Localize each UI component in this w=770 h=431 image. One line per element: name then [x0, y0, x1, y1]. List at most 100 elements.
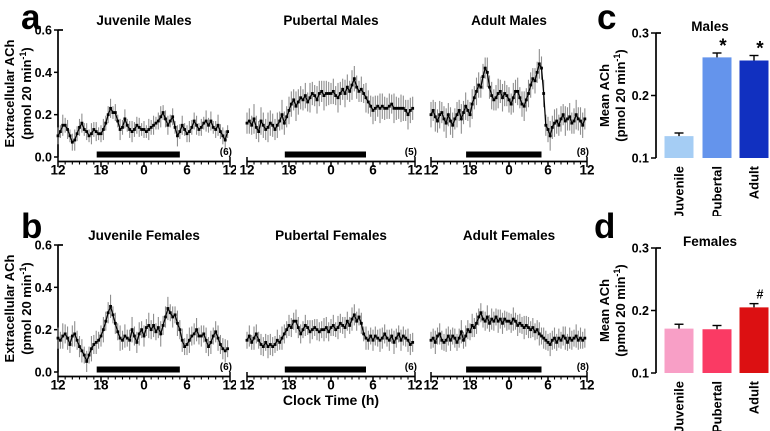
- bar-label-pubertal: Pubertal: [710, 166, 725, 216]
- x-tick-label: 18: [93, 163, 109, 178]
- x-tick-label: 12: [424, 378, 439, 393]
- bar-pubertal: [702, 329, 732, 373]
- bar-label-juvenile: Juvenile: [672, 381, 687, 431]
- bar-label-juvenile: Juvenile: [672, 166, 687, 216]
- x-tick-label: 12: [50, 163, 65, 178]
- data-markers: [56, 304, 230, 363]
- y-tick-label: 0.3: [632, 242, 649, 256]
- x-tick-label: 6: [183, 378, 191, 393]
- y-axis-label-line2: (pmol 20 min-1): [612, 264, 628, 357]
- x-tick-label: 0: [505, 378, 513, 393]
- x-tick-label: 18: [281, 163, 297, 178]
- y-axis-label-line2: (pmol 20 min-1): [18, 262, 34, 355]
- y-tick-label: 0.2: [632, 89, 649, 103]
- y-tick-label: 0.2: [35, 323, 52, 337]
- bar-label-adult: Adult: [747, 165, 762, 199]
- y-tick-label: 0.1: [632, 367, 649, 381]
- y-tick-label: 0.6: [35, 24, 52, 38]
- x-tick-label: 0: [327, 378, 335, 393]
- line-chart-pubertal_females: Pubertal Females 12 18 0 6 12 (6) Clock Time (h…: [240, 228, 422, 408]
- bar-chart-females_mean: Females 0.1 0.2 0.3 Mean ACh (pmol 20 min-1) J…: [597, 234, 769, 431]
- dark-phase-bar: [284, 151, 366, 158]
- bar-label-pubertal: Pubertal: [710, 381, 725, 431]
- y-tick-label: 0.0: [35, 366, 52, 380]
- y-axis-label-line1: Mean ACh: [597, 64, 612, 127]
- x-tick-label: 18: [462, 163, 478, 178]
- n-label: (5): [405, 147, 417, 158]
- x-tick-label: 12: [407, 378, 422, 393]
- bar-adult: [739, 60, 769, 158]
- panel-letter-a: a: [21, 0, 41, 37]
- x-tick-label: 0: [140, 163, 148, 178]
- x-axis-title: Clock Time (h): [283, 392, 379, 408]
- bar-pubertal: [702, 57, 732, 158]
- line-chart-juvenile_females: Juvenile Females 0.0 0.2 0.4 0.6 Extracellula…: [2, 228, 236, 393]
- y-tick-label: 0.2: [632, 304, 649, 318]
- error-bars: [430, 303, 586, 357]
- y-axis-label-line2: (pmol 20 min-1): [612, 49, 628, 142]
- dark-phase-bar: [96, 151, 180, 158]
- line-chart-pubertal_males: Pubertal Males 12 18 0 6 12 (5): [240, 13, 422, 178]
- data-markers: [429, 311, 587, 346]
- chart-pubertal-females: Pubertal Females 12 18 0 6 12 (6) Clock Time (h…: [240, 215, 422, 431]
- y-axis-label-line1: Extracellular ACh: [2, 255, 17, 363]
- x-tick-label: 18: [281, 378, 297, 393]
- panel-letter-d: d: [594, 207, 616, 246]
- chart-title: Males: [691, 19, 729, 34]
- x-tick-label: 12: [240, 378, 255, 393]
- x-tick-label: 6: [544, 163, 552, 178]
- chart-title: Pubertal Females: [275, 228, 387, 243]
- y-tick-label: 0.4: [35, 281, 52, 295]
- chart-title: Pubertal Males: [283, 13, 378, 28]
- x-tick-label: 18: [93, 378, 109, 393]
- n-label: (8): [577, 362, 589, 373]
- line-chart-adult_males: Adult Males 12 18 0 6 12 (8): [424, 13, 594, 178]
- chart-males-mean: Males 0.1 0.2 0.3 Mean ACh (pmol 20 min-1) Juv…: [592, 0, 770, 216]
- panel-letter-c: c: [597, 0, 617, 37]
- y-tick-label: 0.1: [632, 152, 649, 166]
- bar-chart-males_mean: Males 0.1 0.2 0.3 Mean ACh (pmol 20 min-1) Juv…: [597, 19, 769, 216]
- chart-females-mean: Females 0.1 0.2 0.3 Mean ACh (pmol 20 min-1) J…: [592, 215, 770, 431]
- chart-juvenile-females: Juvenile Females 0.0 0.2 0.4 0.6 Extracellula…: [0, 215, 236, 431]
- x-tick-label: 0: [140, 378, 148, 393]
- chart-juvenile-males: Juvenile Males 0.0 0.2 0.4 0.6 Extracellular …: [0, 0, 236, 214]
- x-tick-label: 12: [579, 378, 594, 393]
- chart-title: Adult Females: [463, 228, 555, 243]
- y-tick-label: 0.6: [35, 239, 52, 253]
- x-tick-label: 12: [50, 378, 65, 393]
- data-markers: [429, 62, 587, 138]
- bar-juvenile: [664, 328, 694, 373]
- chart-title: Adult Males: [471, 13, 547, 28]
- y-axis-label-line1: Mean ACh: [597, 279, 612, 342]
- x-tick-label: 12: [407, 163, 422, 178]
- x-tick-label: 12: [579, 163, 594, 178]
- x-tick-label: 12: [222, 163, 236, 178]
- data-markers: [245, 313, 415, 348]
- y-tick-label: 0.3: [632, 27, 649, 41]
- bar-juvenile: [664, 136, 694, 158]
- n-label: (8): [577, 147, 589, 158]
- chart-pubertal-males: Pubertal Males 12 18 0 6 12 (5): [240, 0, 422, 214]
- significance-marker: *: [719, 36, 727, 57]
- x-tick-label: 0: [505, 163, 513, 178]
- x-tick-label: 12: [222, 378, 236, 393]
- x-tick-label: 12: [424, 163, 439, 178]
- y-tick-label: 0.4: [35, 66, 52, 80]
- panel-letter-b: b: [21, 207, 43, 246]
- y-axis-label-line1: Extracellular ACh: [2, 40, 17, 148]
- dark-phase-bar: [284, 366, 366, 373]
- chart-title: Females: [683, 234, 737, 249]
- bar-adult: [739, 307, 769, 373]
- y-axis-label-line2: (pmol 20 min-1): [18, 47, 34, 140]
- chart-adult-females: Adult Females 12 18 0 6 12 (8): [424, 215, 594, 431]
- data-markers: [245, 77, 415, 133]
- dark-phase-bar: [466, 151, 542, 158]
- x-tick-label: 6: [369, 378, 377, 393]
- significance-marker: *: [756, 39, 764, 60]
- chart-adult-males: Adult Males 12 18 0 6 12 (8): [424, 0, 594, 214]
- dark-phase-bar: [96, 366, 180, 373]
- line-chart-adult_females: Adult Females 12 18 0 6 12 (8): [424, 228, 594, 393]
- dark-phase-bar: [466, 366, 542, 373]
- x-tick-label: 6: [369, 163, 377, 178]
